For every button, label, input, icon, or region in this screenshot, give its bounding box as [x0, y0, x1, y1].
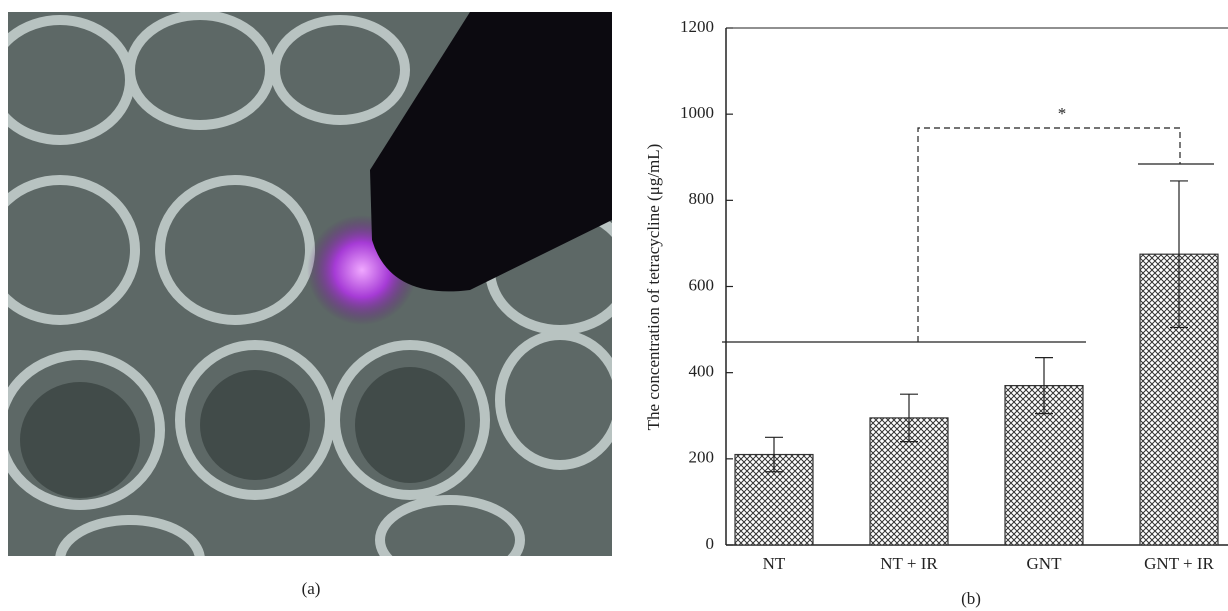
photo [0, 12, 630, 600]
panel-label: (b) [961, 589, 981, 608]
x-tick-label: GNT [1027, 554, 1063, 573]
panel-label: (a) [302, 579, 321, 598]
figure: (a) (b) The concentration of tetracyclin… [0, 0, 1228, 611]
y-tick-label: 600 [689, 275, 715, 294]
y-tick-label: 800 [689, 189, 715, 208]
x-tick-label: GNT + IR [1144, 554, 1214, 573]
y-tick-label: 0 [706, 534, 715, 553]
y-tick-label: 200 [689, 448, 715, 467]
y-tick-label: 1000 [680, 103, 714, 122]
y-axis-label: The concentration of tetracycline (μg/mL… [644, 144, 663, 431]
x-tick-label: NT + IR [880, 554, 938, 573]
y-tick-label: 400 [689, 362, 715, 381]
annotation: * [1058, 104, 1067, 123]
x-tick-label: NT [763, 554, 786, 573]
y-tick-label: 1200 [680, 17, 714, 36]
